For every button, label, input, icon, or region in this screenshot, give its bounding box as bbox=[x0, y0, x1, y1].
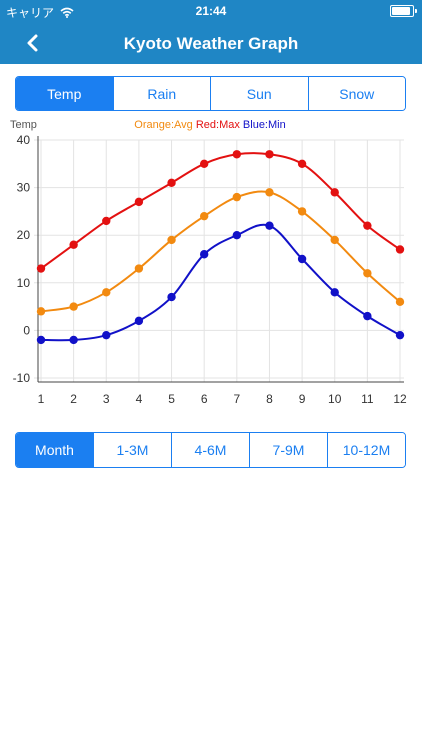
x-tick-label: 10 bbox=[328, 392, 342, 406]
tab-rain[interactable]: Rain bbox=[112, 77, 210, 110]
x-tick-label: 1 bbox=[38, 392, 45, 406]
data-point bbox=[199, 250, 209, 259]
legend-entry: Red:Max bbox=[193, 119, 241, 131]
chart-legend: Orange:Avg Red:Max Blue:Min bbox=[134, 119, 285, 131]
x-tick-label: 3 bbox=[103, 392, 110, 406]
data-point bbox=[134, 197, 144, 207]
legend-entry: Orange:Avg bbox=[134, 119, 193, 131]
y-tick-label: 0 bbox=[23, 323, 30, 337]
data-point bbox=[134, 316, 144, 326]
data-point bbox=[232, 150, 242, 159]
data-point bbox=[395, 297, 405, 307]
y-tick-label: 10 bbox=[17, 276, 31, 290]
x-tick-label: 5 bbox=[168, 392, 175, 406]
data-point bbox=[330, 235, 339, 245]
x-tick-label: 9 bbox=[299, 392, 306, 406]
y-tick-label: 20 bbox=[17, 228, 31, 242]
back-button[interactable] bbox=[20, 29, 46, 57]
chevron-left-icon bbox=[27, 34, 38, 52]
data-point bbox=[69, 240, 78, 249]
x-tick-label: 8 bbox=[266, 392, 273, 406]
x-tick-label: 12 bbox=[393, 392, 407, 406]
navigation-bar: Kyoto Weather Graph bbox=[0, 22, 422, 64]
header-bar: キャリア 21:44 Kyoto Weather Graph bbox=[0, 0, 422, 64]
x-tick-label: 2 bbox=[70, 392, 77, 406]
data-point bbox=[232, 192, 242, 202]
y-tick-label: 30 bbox=[17, 181, 31, 195]
data-point bbox=[102, 330, 111, 340]
y-tick-label: -10 bbox=[13, 371, 31, 385]
tab-7-9m[interactable]: 7-9M bbox=[249, 433, 327, 467]
data-point bbox=[297, 254, 307, 264]
tab-1-3m[interactable]: 1-3M bbox=[93, 433, 171, 467]
battery-icon bbox=[390, 5, 417, 17]
data-point bbox=[36, 335, 46, 345]
tab-snow[interactable]: Snow bbox=[307, 77, 405, 110]
tab-month[interactable]: Month bbox=[16, 433, 93, 467]
data-point bbox=[232, 231, 242, 240]
tab-4-6m[interactable]: 4-6M bbox=[171, 433, 249, 467]
data-point bbox=[167, 292, 176, 302]
page-title: Kyoto Weather Graph bbox=[123, 34, 299, 53]
data-point bbox=[330, 288, 339, 297]
data-point bbox=[134, 264, 144, 273]
data-point bbox=[36, 264, 46, 273]
tab-temp[interactable]: Temp bbox=[16, 77, 113, 110]
y-axis-label: Temp bbox=[10, 119, 37, 131]
data-point bbox=[265, 150, 274, 159]
legend-entry: Blue:Min bbox=[240, 119, 286, 131]
data-point bbox=[167, 235, 176, 245]
data-type-segmented-control: Temp Rain Sun Snow bbox=[15, 76, 406, 111]
status-time: 21:44 bbox=[195, 4, 227, 18]
data-point bbox=[363, 311, 372, 321]
data-point bbox=[69, 335, 78, 345]
data-point bbox=[330, 188, 339, 197]
data-point bbox=[199, 159, 209, 168]
data-point bbox=[102, 216, 111, 226]
carrier-info: キャリア bbox=[6, 4, 74, 21]
carrier-label: キャリア bbox=[6, 6, 55, 20]
data-point bbox=[297, 159, 307, 168]
x-tick-label: 7 bbox=[233, 392, 240, 406]
tab-sun[interactable]: Sun bbox=[210, 77, 308, 110]
x-tick-label: 11 bbox=[361, 392, 374, 406]
tab-10-12m[interactable]: 10-12M bbox=[327, 433, 405, 467]
data-point bbox=[102, 288, 111, 297]
data-point bbox=[265, 221, 274, 230]
data-point bbox=[36, 307, 46, 316]
data-point bbox=[167, 178, 176, 188]
x-tick-label: 6 bbox=[201, 392, 208, 406]
data-point bbox=[395, 330, 405, 340]
data-point bbox=[199, 211, 209, 221]
y-tick-label: 40 bbox=[17, 133, 31, 147]
status-bar: キャリア 21:44 bbox=[0, 0, 422, 22]
data-point bbox=[363, 221, 372, 230]
data-point bbox=[395, 245, 405, 254]
series-line bbox=[40, 190, 401, 313]
x-tick-label: 4 bbox=[136, 392, 143, 406]
data-point bbox=[363, 269, 372, 278]
wifi-icon bbox=[60, 7, 74, 18]
period-segmented-control: Month 1-3M 4-6M 7-9M 10-12M bbox=[15, 432, 406, 468]
data-point bbox=[297, 207, 307, 216]
battery-level bbox=[392, 7, 410, 15]
data-point bbox=[69, 302, 78, 311]
data-point bbox=[265, 188, 274, 197]
